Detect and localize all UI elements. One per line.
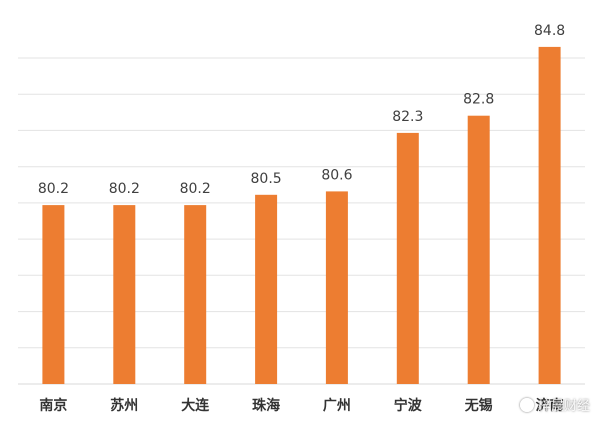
value-label-5: 82.3 bbox=[392, 109, 423, 125]
bar-6 bbox=[467, 115, 490, 384]
bar-0 bbox=[42, 205, 65, 384]
category-label-7: 济南 bbox=[536, 397, 564, 414]
bar-4 bbox=[325, 191, 348, 384]
category-labels: 南京 苏州 大连 珠海 广州 宁波 无锡 济南 bbox=[39, 397, 563, 414]
value-label-6: 82.8 bbox=[463, 92, 494, 108]
category-label-0: 南京 bbox=[39, 397, 67, 414]
value-label-1: 80.2 bbox=[109, 181, 140, 197]
value-label-7: 84.8 bbox=[534, 23, 565, 39]
bar-3 bbox=[255, 194, 278, 384]
watermark-logo-icon bbox=[519, 397, 534, 412]
value-label-3: 80.5 bbox=[251, 171, 282, 187]
bar-5 bbox=[396, 132, 419, 384]
watermark-text: 梓晨财经 bbox=[537, 399, 590, 414]
category-label-4: 广州 bbox=[323, 397, 351, 414]
value-label-0: 80.2 bbox=[38, 181, 69, 197]
watermark: 梓晨财经 bbox=[519, 395, 590, 414]
category-label-2: 大连 bbox=[181, 397, 210, 414]
value-label-2: 80.2 bbox=[180, 181, 211, 197]
gridlines bbox=[18, 57, 585, 385]
category-label-1: 苏州 bbox=[110, 397, 138, 414]
value-label-4: 80.6 bbox=[321, 167, 352, 183]
category-label-3: 珠海 bbox=[252, 397, 280, 414]
category-label-5: 宁波 bbox=[394, 397, 423, 414]
bar-2 bbox=[184, 205, 207, 384]
bar-7 bbox=[538, 46, 561, 385]
value-labels: 80.2 80.2 80.2 80.5 80.6 82.3 82.8 84.8 bbox=[38, 23, 565, 197]
category-label-6: 无锡 bbox=[464, 397, 493, 414]
bar-1 bbox=[113, 205, 136, 384]
bars bbox=[42, 46, 561, 385]
